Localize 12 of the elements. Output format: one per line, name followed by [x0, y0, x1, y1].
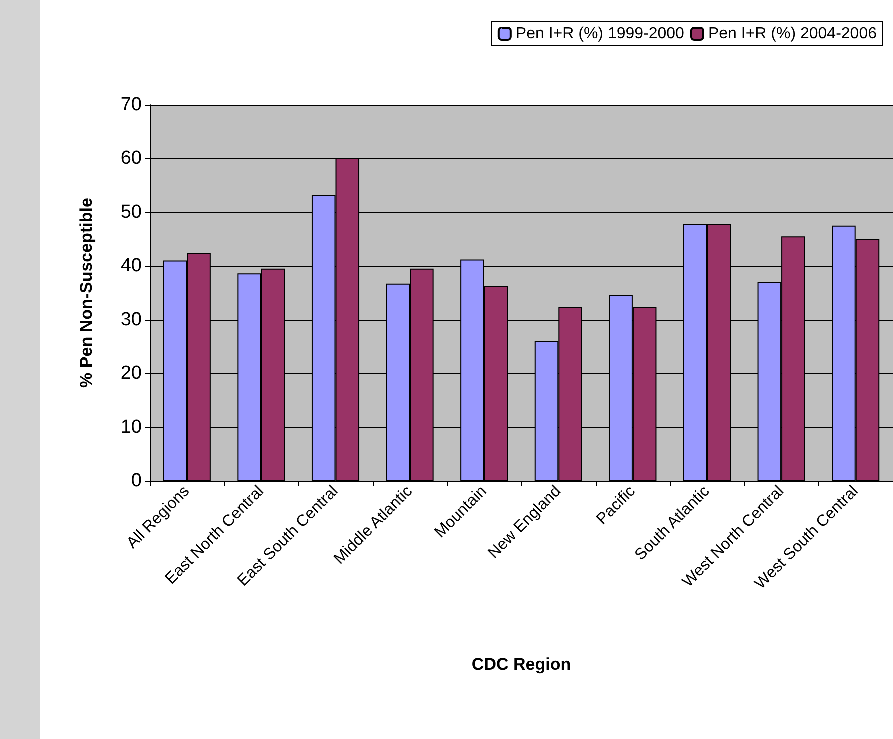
y-tick-label: 0	[131, 470, 142, 492]
legend-label: Pen I+R (%) 2004-2006	[708, 26, 878, 42]
x-axis-title: CDC Region	[472, 655, 572, 674]
y-tick-label: 50	[120, 202, 142, 223]
y-tick-label: 60	[120, 148, 142, 170]
y-axis-title: % Pen Non-Susceptible	[77, 198, 96, 388]
y-tick-label: 40	[120, 256, 142, 277]
y-tick-label: 10	[120, 416, 142, 438]
y-tick-label: 70	[120, 94, 142, 116]
legend-label: Pen I+R (%) 1999-2000	[516, 26, 685, 42]
y-tick-label: 20	[120, 363, 142, 384]
y-tick-label: 30	[120, 309, 142, 330]
